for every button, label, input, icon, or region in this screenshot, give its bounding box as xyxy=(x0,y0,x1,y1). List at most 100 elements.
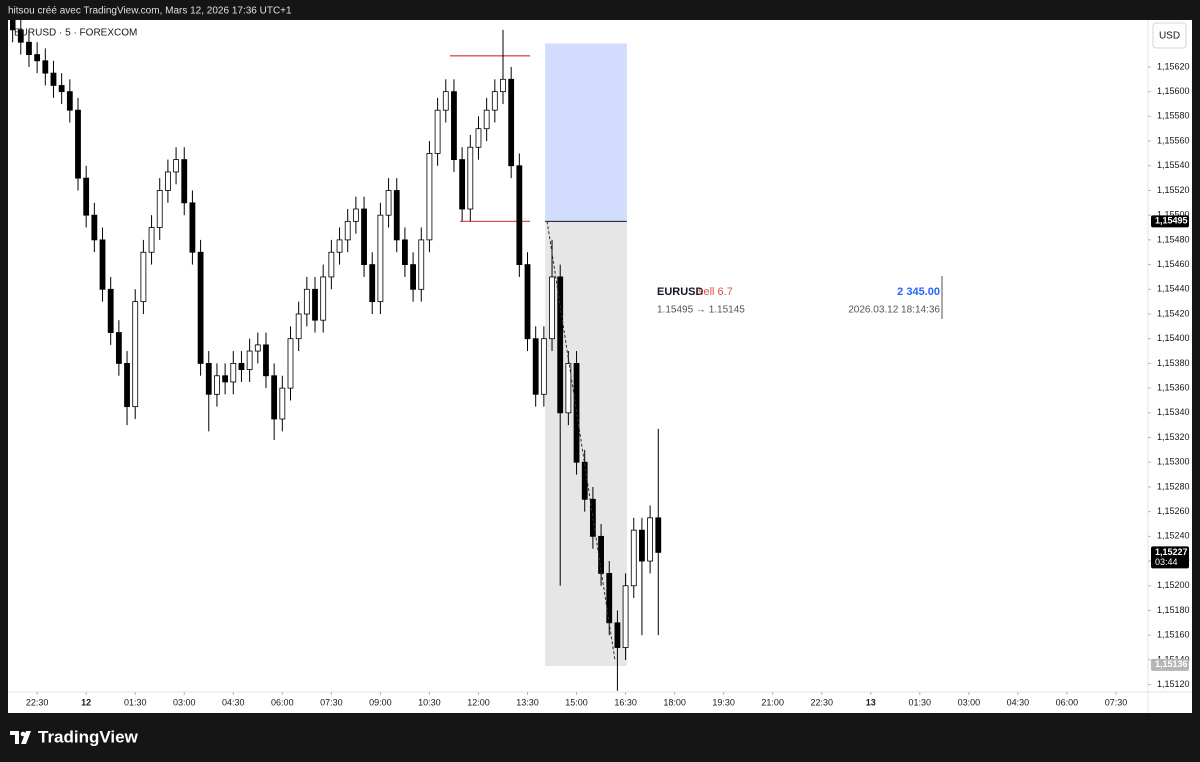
candle-body xyxy=(369,264,376,303)
candle-body xyxy=(156,190,163,228)
trade-time: 2026.03.12 18:14:36 xyxy=(848,305,940,316)
candle-body xyxy=(516,165,523,265)
y-tick-label: 1,15240 xyxy=(1157,531,1190,541)
y-tick-label: 1,15120 xyxy=(1157,679,1190,689)
candle-body xyxy=(361,208,367,265)
candle-body xyxy=(418,239,425,290)
y-tick-label: 1,15560 xyxy=(1157,135,1190,145)
price-badge-sub: 03:44 xyxy=(1155,557,1178,567)
candle-body xyxy=(181,159,188,204)
currency[interactable]: USD xyxy=(1159,31,1180,42)
y-tick-label: 1,15280 xyxy=(1157,481,1190,491)
candle-body xyxy=(165,171,171,191)
candle-body xyxy=(524,264,531,340)
stop-zone xyxy=(545,43,627,222)
y-tick-label: 1,15520 xyxy=(1157,185,1190,195)
trade-amount: 2 345.00 xyxy=(897,286,940,298)
y-tick-label: 1,15360 xyxy=(1157,382,1190,392)
x-tick-label: 12:00 xyxy=(467,697,490,707)
y-tick-label: 1,15400 xyxy=(1157,333,1190,343)
x-tick-label: 19:30 xyxy=(712,697,735,707)
candle-body xyxy=(107,288,114,333)
y-tick-label: 1,15460 xyxy=(1157,259,1190,269)
x-tick-label: 09:00 xyxy=(369,697,392,707)
y-tick-label: 1,15380 xyxy=(1157,358,1190,368)
candle-body xyxy=(328,251,335,278)
candle-body xyxy=(246,350,253,370)
candle-body xyxy=(312,288,318,321)
candle-body xyxy=(540,338,547,395)
trade-route: 1.15495 → 1.15145 xyxy=(657,305,745,316)
candle-body xyxy=(557,276,564,414)
x-tick-label: 04:30 xyxy=(1007,697,1030,707)
candle-body xyxy=(10,20,16,31)
y-tick-label: 1,15260 xyxy=(1157,506,1190,516)
candle-body xyxy=(606,573,613,624)
candle-body xyxy=(83,177,90,216)
y-tick-label: 1,15620 xyxy=(1157,61,1190,71)
candle-body xyxy=(352,208,359,222)
candle-body xyxy=(451,91,457,160)
candle-body xyxy=(140,251,147,303)
price-badge-label: 1,15227 xyxy=(1155,547,1188,557)
x-tick-label: 06:00 xyxy=(271,697,294,707)
candle-body xyxy=(279,387,286,420)
price-badge-label: 1,15136 xyxy=(1155,659,1188,669)
candle-body xyxy=(622,585,629,648)
y-tick-label: 1,15500 xyxy=(1157,210,1190,220)
candle-body xyxy=(377,214,384,303)
candle-body xyxy=(573,363,580,463)
candle-body xyxy=(26,41,32,55)
candle-body xyxy=(630,529,637,587)
x-tick-label: 12 xyxy=(81,697,91,707)
candle-body xyxy=(197,251,204,364)
candle-body xyxy=(442,91,449,111)
x-tick-label: 21:00 xyxy=(761,697,784,707)
candle-body xyxy=(189,202,196,253)
candle-body xyxy=(410,264,416,290)
x-tick-label: 07:30 xyxy=(1105,697,1128,707)
trade-side: sell 6.7 xyxy=(698,286,733,298)
currency-box[interactable] xyxy=(1152,22,1187,49)
candle-body xyxy=(66,91,73,111)
x-tick-label: 22:30 xyxy=(26,697,49,707)
x-tick-label: 16:30 xyxy=(614,697,637,707)
price-badge-label: 1,15495 xyxy=(1155,216,1188,226)
candle-body xyxy=(614,622,621,648)
brand: TradingView xyxy=(38,727,139,746)
x-tick-label: 07:30 xyxy=(320,697,343,707)
y-tick-label: 1,15340 xyxy=(1157,407,1190,417)
symbol-title: EURUSD · 5 · FOREXCOM xyxy=(14,28,137,39)
x-tick-label: 01:30 xyxy=(909,697,932,707)
candle-body xyxy=(393,190,400,241)
candle-body xyxy=(532,338,539,395)
x-tick-label: 18:00 xyxy=(663,697,686,707)
y-tick-label: 1,15600 xyxy=(1157,86,1190,96)
x-tick-label: 15:00 xyxy=(565,697,588,707)
trade-path xyxy=(546,221,616,662)
y-tick-label: 1,15580 xyxy=(1157,111,1190,121)
candle-body xyxy=(222,375,229,383)
candle-body xyxy=(589,498,596,537)
candle-body xyxy=(402,239,408,265)
candle-body xyxy=(263,344,269,377)
y-tick-label: 1,15300 xyxy=(1157,457,1190,467)
x-tick-label: 13 xyxy=(866,697,876,707)
candle-body xyxy=(34,54,41,62)
y-tick-label: 1,15160 xyxy=(1157,630,1190,640)
candle-body xyxy=(434,109,441,154)
candle-body xyxy=(467,146,474,210)
candle-body xyxy=(91,214,98,241)
candle-body xyxy=(271,375,278,420)
price-badge xyxy=(1151,215,1189,228)
candle-body xyxy=(581,461,588,500)
y-tick-label: 1,15180 xyxy=(1157,605,1190,615)
candle-body xyxy=(459,159,466,210)
candle-body xyxy=(303,288,310,315)
candle-body xyxy=(75,109,81,179)
candle-body xyxy=(50,72,57,86)
candle-body xyxy=(320,276,327,321)
candle-body xyxy=(344,220,351,241)
